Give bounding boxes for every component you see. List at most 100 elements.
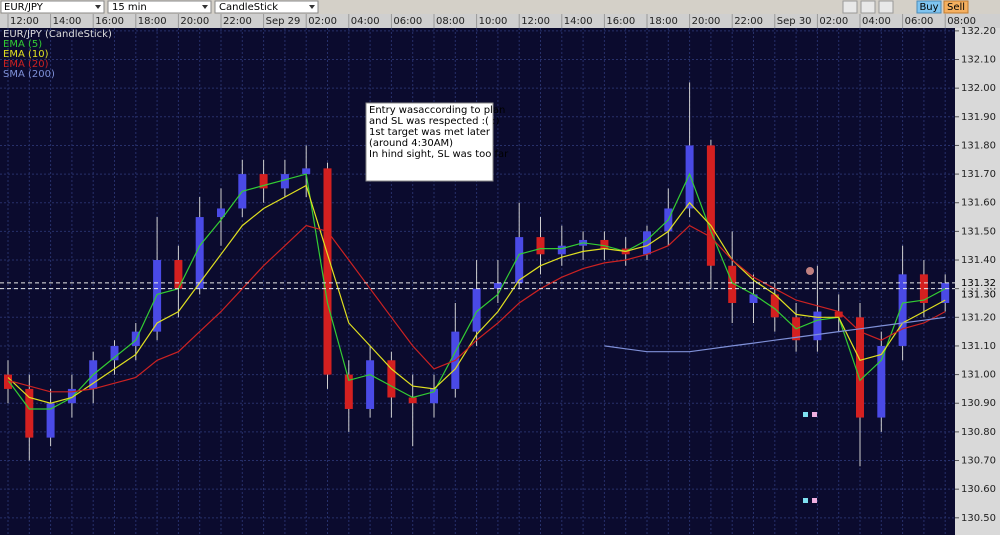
candle-body (67, 388, 76, 404)
y-tick-label: 131.10 (961, 341, 996, 352)
symbol: EUR/JPY (4, 2, 44, 13)
y-tick-label: 132.20 (961, 26, 996, 37)
candle-body (600, 239, 609, 249)
legend-entry: SMA (200) (3, 69, 55, 80)
candle-body (46, 403, 55, 438)
y-tick-label: 130.50 (961, 513, 996, 524)
y-tick-label: 131.50 (961, 226, 996, 237)
y-tick-label: 131.80 (961, 140, 996, 151)
x-tick-label: 04:00 (862, 16, 891, 27)
chart-style: CandleStick (219, 2, 278, 13)
signal-marker (812, 412, 817, 417)
x-tick-label: 16:00 (95, 16, 124, 27)
y-tick-label: 130.80 (961, 427, 996, 438)
legend-entry: EMA (20) (3, 59, 49, 70)
price-label: 131.32 (961, 278, 996, 289)
candle-body (25, 388, 34, 438)
candle-body (536, 237, 545, 255)
x-tick-label: 08:00 (436, 16, 465, 27)
candle-body (323, 168, 332, 375)
x-tick-label: 20:00 (180, 16, 209, 27)
x-tick-label: 16:00 (606, 16, 635, 27)
candle-body (195, 217, 204, 289)
x-tick-label: 10:00 (479, 16, 508, 27)
signal-marker (803, 412, 808, 417)
signal-marker (806, 267, 814, 275)
candle-body (749, 294, 758, 303)
y-tick-label: 132.10 (961, 55, 996, 66)
y-tick-label: 131.20 (961, 312, 996, 323)
buy-label: Buy (919, 2, 938, 13)
x-tick-label: 18:00 (649, 16, 678, 27)
y-tick-label: 132.00 (961, 83, 996, 94)
y-tick-label: 131.70 (961, 169, 996, 180)
annotation-text: 1st target was met later (369, 127, 491, 138)
candle-body (472, 288, 481, 332)
time-axis-band (0, 14, 1000, 28)
tool-icon[interactable] (878, 0, 894, 14)
candle-body (4, 374, 12, 389)
candle-body (280, 174, 289, 189)
interval-dropdown[interactable] (107, 0, 212, 14)
x-tick-label: Sep 29 (266, 16, 301, 27)
indicator-line (7, 184, 946, 404)
x-tick-label: 20:00 (692, 16, 721, 27)
x-tick-label: 14:00 (53, 16, 82, 27)
x-tick-label: 06:00 (393, 16, 422, 27)
buy-button[interactable] (916, 0, 942, 14)
y-tick-label: 130.60 (961, 484, 996, 495)
y-tick-label: 131.60 (961, 198, 996, 209)
indicator-line (7, 224, 946, 393)
price-tag (956, 277, 999, 288)
y-tick-label: 131.00 (961, 370, 996, 381)
candle-body (557, 245, 566, 255)
dropdown-arrows (95, 5, 315, 9)
x-tick-label: 08:00 (947, 16, 976, 27)
candle-body (430, 388, 438, 404)
sell-label: Sell (947, 2, 965, 13)
candle-body (493, 282, 502, 289)
candle-body (174, 260, 183, 289)
candle-body (898, 274, 907, 346)
annotation-text: (around 4:30AM) (369, 138, 453, 149)
y-tick-label: 131.40 (961, 255, 996, 266)
plot (4, 82, 950, 467)
candle-body (110, 345, 119, 361)
x-tick-label: 02:00 (819, 16, 848, 27)
tool-icon[interactable] (842, 0, 858, 14)
indicator-line (604, 316, 946, 353)
candle-body (685, 145, 694, 209)
style-dropdown[interactable] (214, 0, 319, 14)
candle-body (515, 237, 524, 283)
tool-icon[interactable] (860, 0, 876, 14)
candle-body (387, 360, 396, 398)
candle-body (643, 231, 651, 255)
x-tick-label: 22:00 (734, 16, 763, 27)
x-tick-label: Sep 30 (777, 16, 812, 27)
symbol-dropdown[interactable] (0, 0, 105, 14)
legend-entry: EMA (10) (3, 49, 49, 60)
x-tick-label: 18:00 (138, 16, 167, 27)
candle-body (217, 208, 225, 218)
annotation-box (365, 102, 494, 182)
candle-body (728, 265, 737, 303)
candle-body (770, 294, 779, 318)
candle-body (259, 174, 268, 189)
candle-body (408, 397, 417, 404)
indicator-line (7, 172, 946, 410)
x-tick-label: 14:00 (564, 16, 593, 27)
candle-body (302, 168, 311, 175)
interval: 15 min (112, 2, 147, 13)
y-tick-label: 131.90 (961, 112, 996, 123)
y-tick-label: 131.30 (961, 284, 996, 295)
candle-body (856, 317, 864, 418)
x-tick-label: 04:00 (351, 16, 380, 27)
candle-body (706, 145, 715, 266)
chart-title: EUR/JPY (CandleStick) (3, 29, 112, 40)
candle-body (919, 274, 928, 303)
candle-body (344, 374, 353, 409)
candle-body (366, 360, 375, 409)
sell-button[interactable] (943, 0, 969, 14)
